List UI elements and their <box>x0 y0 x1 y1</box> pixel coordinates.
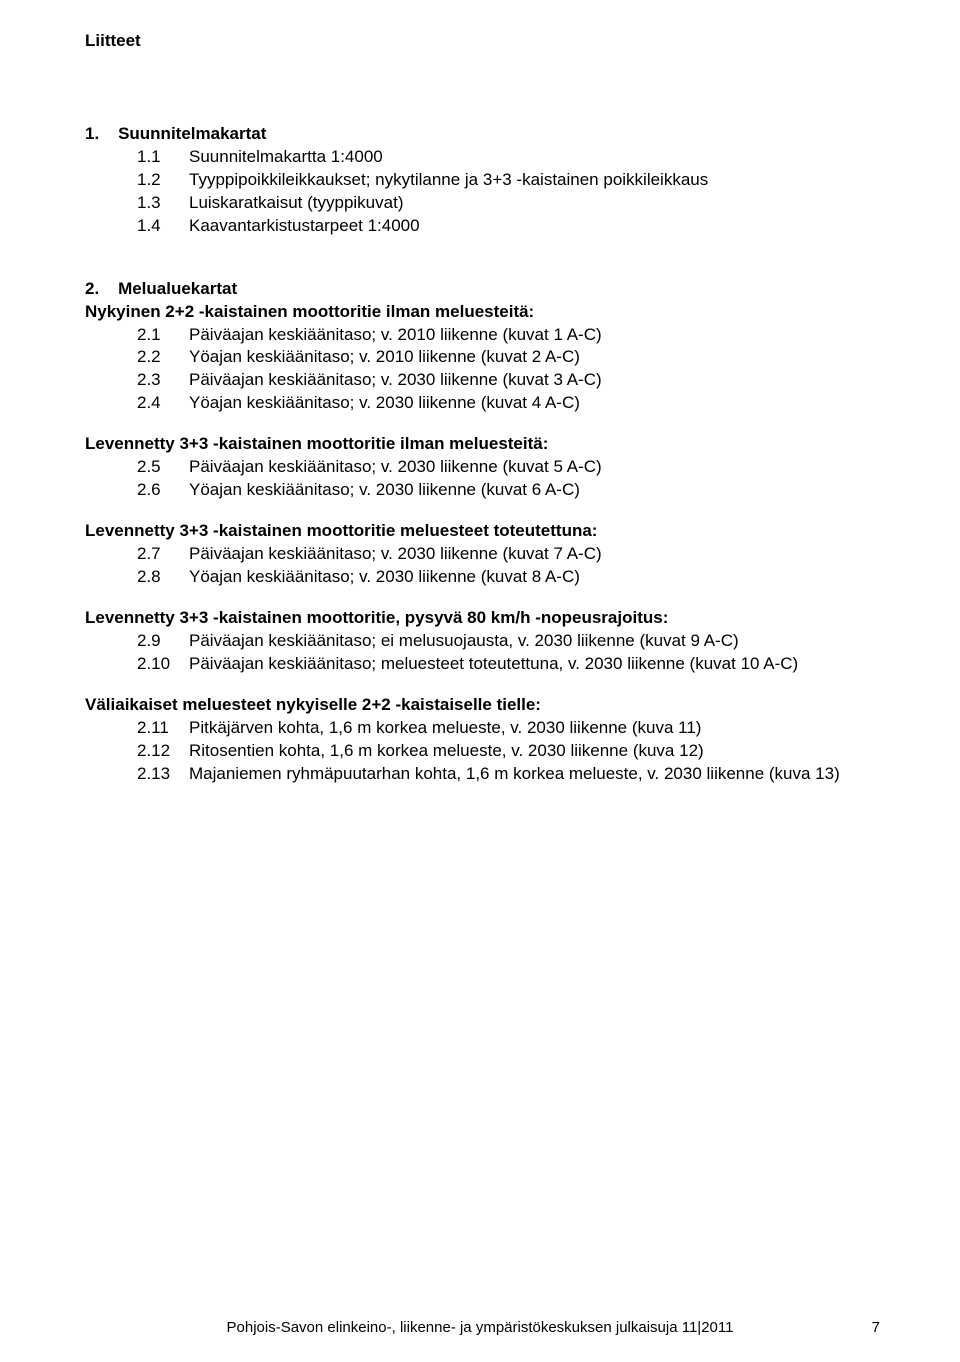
group-heading: Nykyinen 2+2 -kaistainen moottoritie ilm… <box>85 301 885 324</box>
item-text: Tyyppipoikkileikkaukset; nykytilanne ja … <box>189 169 885 192</box>
list-item: 2.2Yöajan keskiäänitaso; v. 2010 liikenn… <box>137 346 885 369</box>
item-text: Ritosentien kohta, 1,6 m korkea melueste… <box>189 740 885 763</box>
list-item: 2.1Päiväajan keskiäänitaso; v. 2010 liik… <box>137 324 885 347</box>
list-item: 1.2 Tyyppipoikkileikkaukset; nykytilanne… <box>137 169 885 192</box>
list-item: 1.3 Luiskaratkaisut (tyyppikuvat) <box>137 192 885 215</box>
item-text: Päiväajan keskiäänitaso; v. 2030 liikenn… <box>189 543 885 566</box>
group-list: 2.9Päiväajan keskiäänitaso; ei melusuoja… <box>137 630 885 676</box>
list-item: 2.3Päiväajan keskiäänitaso; v. 2030 liik… <box>137 369 885 392</box>
group-list: 2.5Päiväajan keskiäänitaso; v. 2030 liik… <box>137 456 885 502</box>
group-heading: Levennetty 3+3 -kaistainen moottoritie m… <box>85 520 885 543</box>
section-2-heading: 2. Melualuekartat <box>85 278 885 301</box>
footer-text: Pohjois-Savon elinkeino-, liikenne- ja y… <box>227 1318 734 1338</box>
item-text: Päiväajan keskiäänitaso; v. 2030 liikenn… <box>189 456 885 479</box>
item-number: 1.3 <box>137 192 189 215</box>
item-number: 1.1 <box>137 146 189 169</box>
item-text: Yöajan keskiäänitaso; v. 2010 liikenne (… <box>189 346 885 369</box>
item-text: Yöajan keskiäänitaso; v. 2030 liikenne (… <box>189 392 885 415</box>
list-item: 1.1 Suunnitelmakartta 1:4000 <box>137 146 885 169</box>
group-list: 2.7Päiväajan keskiäänitaso; v. 2030 liik… <box>137 543 885 589</box>
group-list: 2.1Päiväajan keskiäänitaso; v. 2010 liik… <box>137 324 885 416</box>
list-item: 2.10Päiväajan keskiäänitaso; meluesteet … <box>137 653 885 676</box>
item-number: 2.2 <box>137 346 189 369</box>
page-title: Liitteet <box>85 30 885 53</box>
page-footer: Pohjois-Savon elinkeino-, liikenne- ja y… <box>0 1318 960 1338</box>
item-number: 2.12 <box>137 740 189 763</box>
item-number: 2.10 <box>137 653 189 676</box>
item-number: 2.6 <box>137 479 189 502</box>
item-number: 1.2 <box>137 169 189 192</box>
item-number: 2.9 <box>137 630 189 653</box>
item-text: Luiskaratkaisut (tyyppikuvat) <box>189 192 885 215</box>
list-item: 2.5Päiväajan keskiäänitaso; v. 2030 liik… <box>137 456 885 479</box>
item-number: 2.3 <box>137 369 189 392</box>
list-item: 2.12Ritosentien kohta, 1,6 m korkea melu… <box>137 740 885 763</box>
item-number: 2.11 <box>137 717 189 740</box>
item-text: Pitkäjärven kohta, 1,6 m korkea melueste… <box>189 717 885 740</box>
item-number: 1.4 <box>137 215 189 238</box>
item-text: Yöajan keskiäänitaso; v. 2030 liikenne (… <box>189 479 885 502</box>
list-item: 2.9Päiväajan keskiäänitaso; ei melusuoja… <box>137 630 885 653</box>
item-number: 2.8 <box>137 566 189 589</box>
item-text: Päiväajan keskiäänitaso; v. 2030 liikenn… <box>189 369 885 392</box>
list-item: 2.8Yöajan keskiäänitaso; v. 2030 liikenn… <box>137 566 885 589</box>
section-1-list: 1.1 Suunnitelmakartta 1:4000 1.2 Tyyppip… <box>137 146 885 238</box>
list-item: 2.6Yöajan keskiäänitaso; v. 2030 liikenn… <box>137 479 885 502</box>
item-number: 2.13 <box>137 763 189 786</box>
item-number: 2.7 <box>137 543 189 566</box>
item-number: 2.4 <box>137 392 189 415</box>
item-number: 2.5 <box>137 456 189 479</box>
item-text: Suunnitelmakartta 1:4000 <box>189 146 885 169</box>
item-text: Yöajan keskiäänitaso; v. 2030 liikenne (… <box>189 566 885 589</box>
group-heading: Levennetty 3+3 -kaistainen moottoritie i… <box>85 433 885 456</box>
page-number: 7 <box>872 1318 880 1338</box>
list-item: 2.11Pitkäjärven kohta, 1,6 m korkea melu… <box>137 717 885 740</box>
item-text: Päiväajan keskiäänitaso; v. 2010 liikenn… <box>189 324 885 347</box>
item-number: 2.1 <box>137 324 189 347</box>
list-item: 2.7Päiväajan keskiäänitaso; v. 2030 liik… <box>137 543 885 566</box>
group-heading: Levennetty 3+3 -kaistainen moottoritie, … <box>85 607 885 630</box>
item-text: Päiväajan keskiäänitaso; meluesteet tote… <box>189 653 885 676</box>
group-heading: Väliaikaiset meluesteet nykyiselle 2+2 -… <box>85 694 885 717</box>
group-list: 2.11Pitkäjärven kohta, 1,6 m korkea melu… <box>137 717 885 786</box>
item-text: Kaavantarkistustarpeet 1:4000 <box>189 215 885 238</box>
list-item: 2.13Majaniemen ryhmäpuutarhan kohta, 1,6… <box>137 763 885 786</box>
section-1-heading: 1. Suunnitelmakartat <box>85 123 885 146</box>
item-text: Päiväajan keskiäänitaso; ei melusuojaust… <box>189 630 885 653</box>
list-item: 2.4Yöajan keskiäänitaso; v. 2030 liikenn… <box>137 392 885 415</box>
list-item: 1.4 Kaavantarkistustarpeet 1:4000 <box>137 215 885 238</box>
item-text: Majaniemen ryhmäpuutarhan kohta, 1,6 m k… <box>189 763 885 786</box>
